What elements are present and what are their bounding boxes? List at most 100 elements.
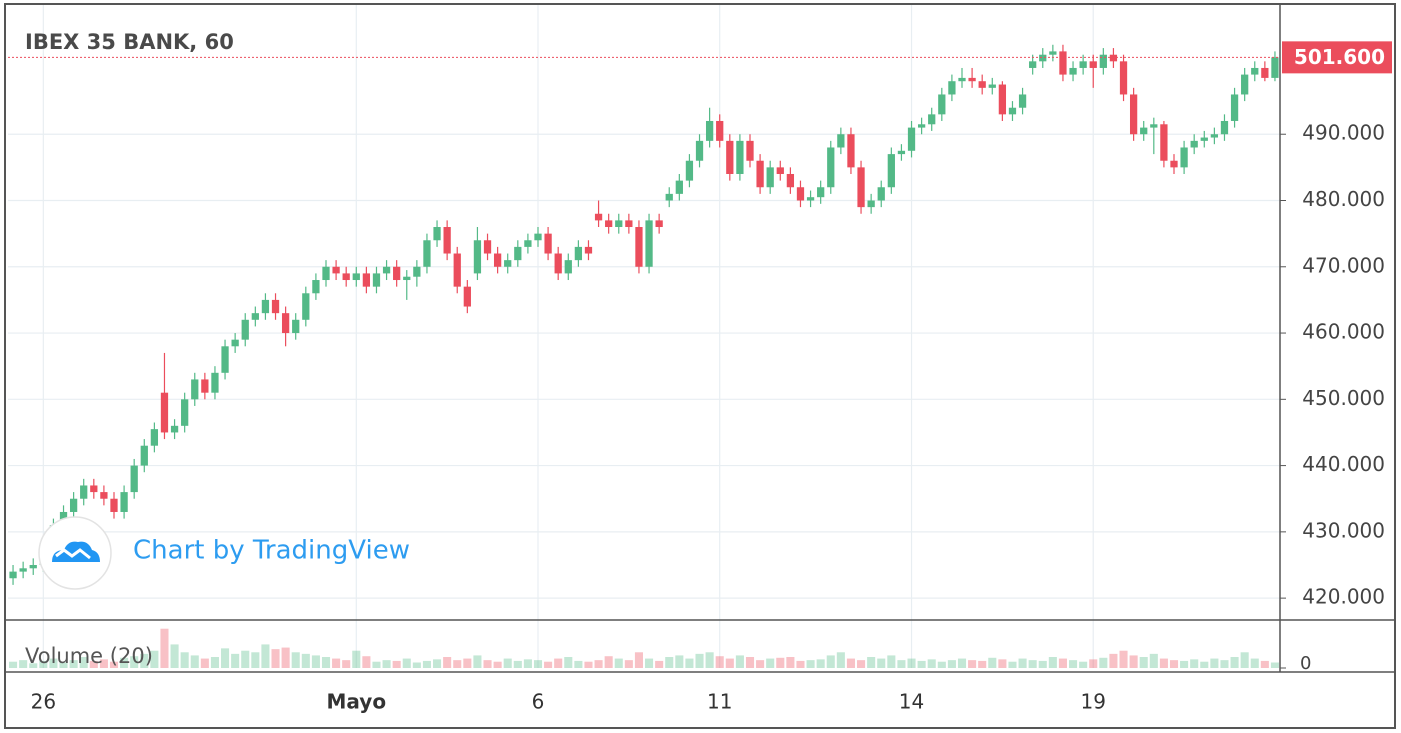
volume-bar xyxy=(857,660,866,668)
candle-body xyxy=(413,266,421,277)
candle-body xyxy=(1210,134,1219,138)
candle-body xyxy=(716,120,724,141)
volume-bar xyxy=(301,653,310,668)
candle-body xyxy=(746,140,754,161)
volume-bar xyxy=(998,659,1007,668)
volume-bar xyxy=(1270,662,1279,668)
volume-bar xyxy=(99,659,108,668)
candle-body xyxy=(191,379,199,400)
volume-bar xyxy=(1230,657,1239,668)
candle-body xyxy=(786,173,795,188)
candle-body xyxy=(726,140,734,174)
candle-body xyxy=(645,220,653,267)
candle-body xyxy=(1099,54,1107,68)
volume-bar xyxy=(412,662,421,668)
candle-body xyxy=(1008,107,1017,115)
volume-bar xyxy=(281,647,290,668)
candle-body xyxy=(1140,127,1148,135)
volume-bar xyxy=(321,657,331,668)
candle-body xyxy=(1230,94,1239,121)
volume-bar xyxy=(59,662,68,668)
candle-body xyxy=(241,319,249,340)
volume-bar xyxy=(776,657,785,668)
candle-body xyxy=(1160,124,1168,161)
volume-bar xyxy=(463,658,472,668)
volume-bar xyxy=(473,655,482,668)
logo-wave xyxy=(55,548,91,560)
volume-bar xyxy=(443,657,452,668)
volume-bar xyxy=(49,658,58,668)
candle-body xyxy=(1018,94,1027,108)
volume-bar xyxy=(846,658,855,668)
candle-body xyxy=(261,299,270,314)
volume-bar xyxy=(160,628,169,668)
candle-body xyxy=(1079,61,1087,68)
x-tick-label: 26 xyxy=(31,690,56,714)
volume-bar xyxy=(1159,658,1168,668)
volume-bar xyxy=(150,650,159,668)
volume-bar xyxy=(89,660,98,668)
marks xyxy=(9,44,1279,668)
volume-bar xyxy=(1250,658,1259,668)
volume-bar xyxy=(705,652,714,668)
candle-body xyxy=(524,240,532,247)
candle-body xyxy=(958,77,966,82)
volume-bar xyxy=(1119,650,1128,668)
volume-tick-label: 0 xyxy=(1300,653,1311,674)
candle-body xyxy=(322,266,330,281)
volume-bar xyxy=(867,657,876,668)
candle-body xyxy=(615,220,623,228)
candle-body xyxy=(907,127,916,151)
candle-body xyxy=(625,220,633,228)
volume-label: Volume (20) xyxy=(25,644,153,668)
candle-body xyxy=(705,120,714,141)
volume-bar xyxy=(796,660,805,668)
volume-bar xyxy=(1089,659,1098,668)
candle-body xyxy=(342,273,350,281)
volume-bar xyxy=(1099,657,1108,668)
candle-body xyxy=(1089,61,1097,68)
volume-bar xyxy=(927,659,936,668)
candle-body xyxy=(302,293,310,320)
candle-body xyxy=(1150,124,1158,128)
volume-bar xyxy=(69,660,78,668)
candle-body xyxy=(736,140,744,174)
volume-bar xyxy=(988,657,997,668)
candle-body xyxy=(1220,120,1229,135)
y-tick-label: 480.000 xyxy=(1302,187,1385,211)
volume-bar xyxy=(1220,660,1229,668)
volume-bar xyxy=(1038,660,1047,668)
y-tick-label: 460.000 xyxy=(1302,320,1385,344)
volume-bar xyxy=(120,657,129,668)
x-tick-label: 6 xyxy=(532,690,545,714)
candle-body xyxy=(90,485,98,493)
candle-body xyxy=(1039,54,1047,62)
y-tick-label: 450.000 xyxy=(1302,386,1385,410)
volume-bar xyxy=(554,658,563,668)
candle-body xyxy=(352,273,360,281)
volume-bar xyxy=(493,661,502,668)
y-tick-label: 490.000 xyxy=(1302,121,1385,145)
volume-bar xyxy=(614,658,623,668)
candle-body xyxy=(130,465,138,493)
candle-body xyxy=(756,160,764,188)
candle-body xyxy=(150,429,159,446)
volume-bar xyxy=(968,660,977,668)
y-tick-label: 470.000 xyxy=(1302,253,1385,277)
chart-title: IBEX 35 BANK, 60 xyxy=(25,30,234,54)
volume-bar xyxy=(675,655,684,668)
x-tick-label: 19 xyxy=(1081,690,1106,714)
volume-bar xyxy=(483,660,492,668)
candle-body xyxy=(493,253,502,267)
volume-bar xyxy=(887,655,896,668)
candle-body xyxy=(534,233,542,241)
volume-bar xyxy=(513,660,522,668)
volume-bar xyxy=(1058,658,1067,668)
volume-bar xyxy=(584,661,593,668)
volume-bar xyxy=(109,661,119,668)
volume-bar xyxy=(1008,661,1017,668)
volume-bar xyxy=(130,656,139,668)
volume-bar xyxy=(665,657,674,668)
volume-bar xyxy=(594,660,603,668)
